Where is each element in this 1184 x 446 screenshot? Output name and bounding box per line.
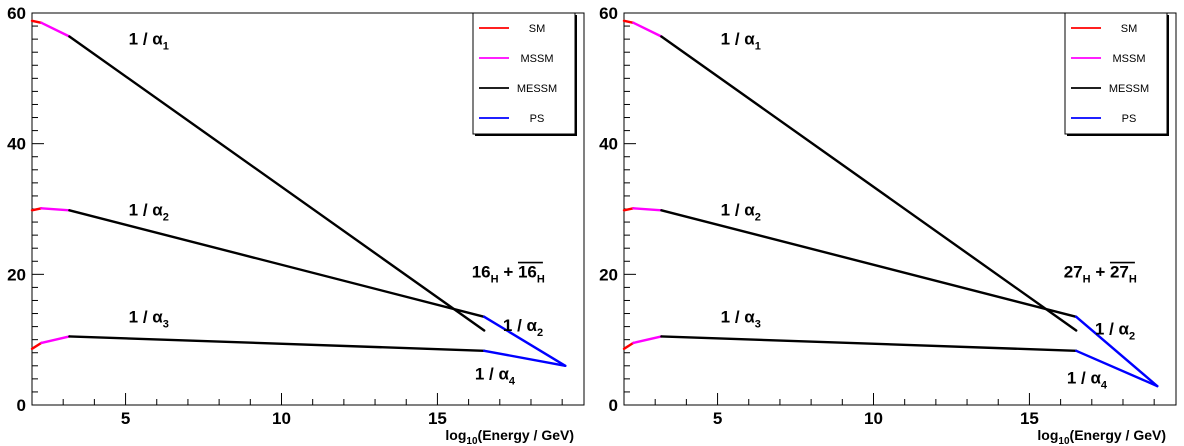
legend: SM MSSM MESSM PS — [1064, 12, 1169, 136]
x-axis-label-sub: 10 — [466, 436, 478, 446]
series-line — [622, 207, 635, 212]
legend-entry-label: PS — [1122, 113, 1137, 125]
y-tick-label: 0 — [17, 396, 26, 415]
curve-label: 1 / α3 — [129, 308, 169, 331]
x-axis-label: log10(Energy / GeV) — [445, 427, 574, 446]
representation-label: 27H + 27H — [1064, 263, 1137, 286]
legend-entry-label: MESSM — [517, 83, 557, 95]
y-tick-label: 60 — [599, 4, 618, 23]
series-line — [40, 21, 71, 38]
curve-label: 1 / α2 — [721, 201, 761, 224]
series-line — [40, 207, 71, 212]
series-line — [68, 35, 486, 332]
series-line — [622, 19, 635, 24]
x-axis-label-pre: log — [445, 427, 466, 443]
series-line — [1075, 315, 1159, 388]
series-line — [1075, 349, 1159, 388]
legend-box — [1064, 12, 1168, 135]
chart-panel-right: 0 20 40 60 5 10 15 log10(Energy / GeV) 1 / α1 1 /… — [592, 0, 1184, 446]
x-axis-label: log10(Energy / GeV) — [1037, 427, 1166, 446]
curve-label: 1 / α1 — [129, 29, 169, 52]
series-line — [632, 335, 663, 345]
series-line — [68, 209, 486, 318]
series-line — [622, 341, 635, 350]
x-tick-label: 15 — [428, 409, 447, 428]
x-tick-label: 10 — [272, 409, 291, 428]
series-line — [483, 315, 567, 367]
x-tick-label: 10 — [864, 409, 883, 428]
y-tick-label: 0 — [609, 396, 618, 415]
series-line — [40, 335, 71, 345]
legend-entry-label: SM — [1121, 23, 1138, 35]
representation-label: 16H + 16H — [472, 263, 545, 286]
legend-entry-label: MSSM — [521, 53, 554, 65]
x-axis-label-pre: log — [1037, 427, 1058, 443]
curve-label: 1 / α2 — [129, 201, 169, 224]
y-tick-label: 20 — [7, 265, 26, 284]
x-tick-label: 5 — [121, 409, 130, 428]
chart-panel-left: 0 20 40 60 5 10 15 log10(Energy / GeV) 1 / α1 1 /… — [7, 4, 585, 446]
x-tick-label: 5 — [713, 409, 722, 428]
legend-entry-label: SM — [529, 23, 546, 35]
legend: SM MSSM MESSM PS — [472, 12, 577, 136]
series-line — [632, 207, 663, 212]
x-tick-label: 15 — [1020, 409, 1039, 428]
x-axis-label-sub: 10 — [1058, 436, 1070, 446]
legend-entry-label: PS — [530, 113, 545, 125]
series-line — [660, 35, 1078, 332]
series-line — [30, 19, 43, 24]
series-line — [68, 335, 486, 352]
legend-entry-label: MESSM — [1109, 83, 1149, 95]
y-tick-label: 20 — [599, 265, 618, 284]
curve-label: 1 / α4 — [1067, 368, 1108, 391]
series-line — [30, 207, 43, 212]
curve-label: 1 / α2 — [1095, 319, 1135, 342]
series-line — [660, 209, 1078, 318]
x-axis-label-post: (Energy / GeV) — [1070, 427, 1166, 443]
legend-box — [472, 12, 576, 135]
series-line — [632, 21, 663, 38]
curve-label: 1 / α4 — [475, 365, 516, 388]
y-tick-label: 40 — [599, 135, 618, 154]
series-line — [30, 341, 43, 350]
series-line — [660, 335, 1078, 352]
legend-entry-label: MSSM — [1113, 53, 1146, 65]
series-line — [483, 349, 567, 367]
y-tick-label: 40 — [7, 135, 26, 154]
x-axis-label-post: (Energy / GeV) — [478, 427, 574, 443]
curve-label: 1 / α1 — [721, 29, 761, 52]
curve-label: 1 / α3 — [721, 308, 761, 331]
y-tick-label: 60 — [7, 4, 26, 23]
curve-label: 1 / α2 — [503, 316, 543, 339]
